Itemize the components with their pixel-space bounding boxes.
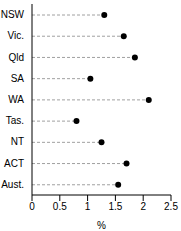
svg-text:ACT: ACT <box>8 158 24 169</box>
svg-text:0: 0 <box>29 201 35 212</box>
svg-text:Qld: Qld <box>8 52 24 63</box>
svg-text:2: 2 <box>140 201 146 212</box>
svg-text:Vic.: Vic. <box>8 30 24 41</box>
svg-text:%: % <box>97 220 106 231</box>
svg-text:NSW: NSW <box>8 9 25 20</box>
svg-text:SA: SA <box>11 73 25 84</box>
svg-text:WA: WA <box>8 94 24 105</box>
svg-text:1.5: 1.5 <box>108 201 122 212</box>
svg-text:0.5: 0.5 <box>53 201 67 212</box>
svg-text:NT: NT <box>11 136 24 147</box>
svg-text:2.5: 2.5 <box>164 201 173 212</box>
svg-text:1: 1 <box>85 201 91 212</box>
svg-text:Aust.: Aust. <box>8 179 24 190</box>
svg-text:Tas.: Tas. <box>8 115 24 126</box>
